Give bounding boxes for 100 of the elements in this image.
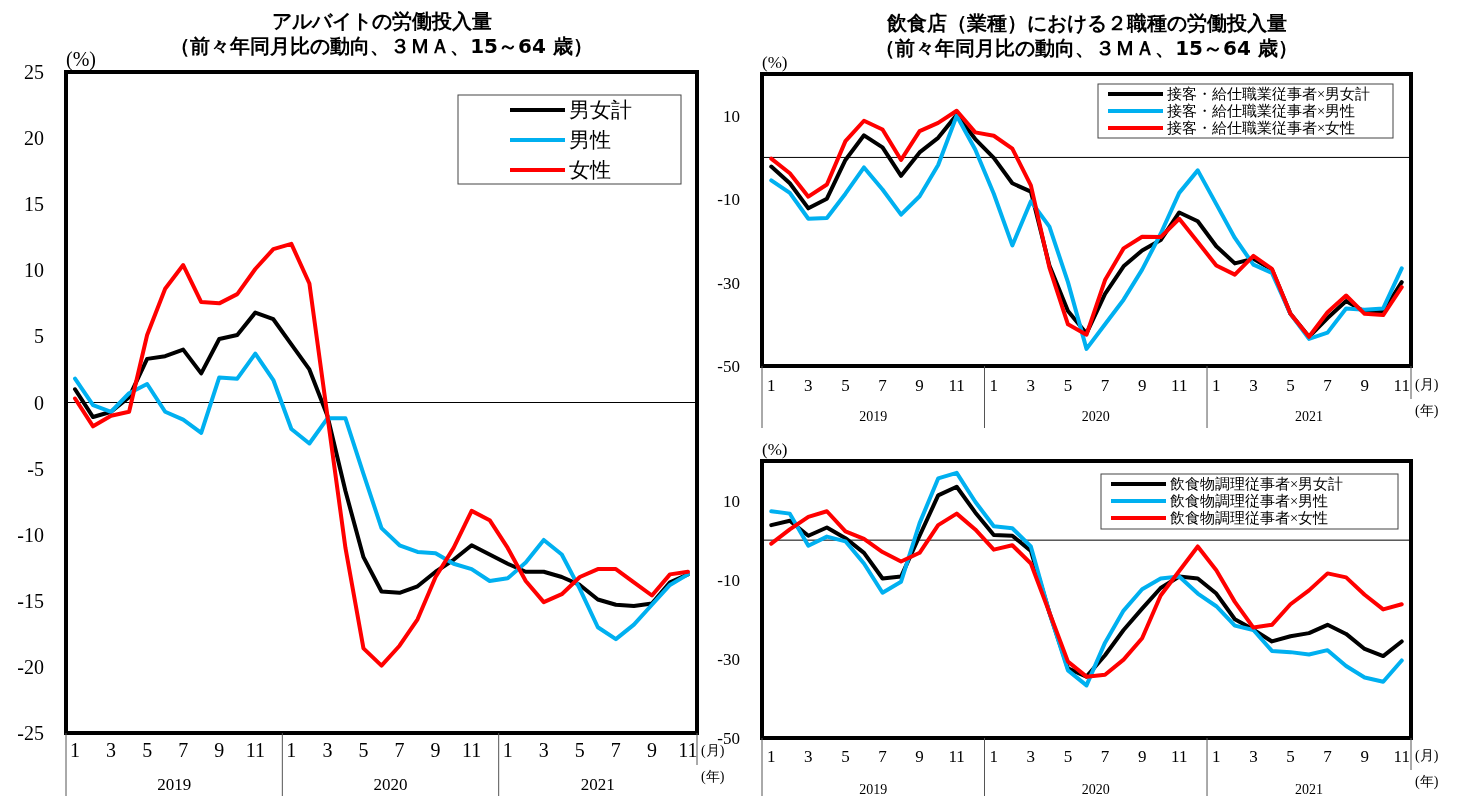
text: 2019 xyxy=(157,775,192,794)
text: 2021 xyxy=(1295,782,1324,796)
x-tick-label: 1 xyxy=(989,747,999,766)
x-tick-label: 5 xyxy=(1063,376,1073,395)
x-tick-label: 3 xyxy=(1249,376,1258,395)
text: 2021 xyxy=(1295,409,1324,424)
chart-title: アルバイトの労働投入量 xyxy=(271,9,492,33)
y-tick-label: 10 xyxy=(723,106,740,126)
x-tick-label: 3 xyxy=(538,739,549,761)
y-tick-label: -50 xyxy=(717,356,740,376)
y-tick-label: 10 xyxy=(24,259,44,282)
y-tick-label: 20 xyxy=(24,127,44,150)
x-tick-label: 1 xyxy=(767,747,776,766)
y-tick-label: -30 xyxy=(717,273,740,293)
y-tick-label: -10 xyxy=(17,523,44,546)
x-tick-label: 9 xyxy=(1137,376,1147,395)
y-axis-title: (%) xyxy=(66,48,96,71)
y-tick-label: 15 xyxy=(24,193,44,216)
x-tick-label: 9 xyxy=(214,739,225,761)
legend-label: 接客・給仕職業従事者×男女計 xyxy=(1167,86,1371,103)
x-tick-label: 1 xyxy=(70,739,81,761)
y-tick-label: -20 xyxy=(17,655,44,678)
x-tick-label: 3 xyxy=(322,739,333,761)
x-tick-label: 3 xyxy=(804,376,813,395)
legend-label: 飲食物調理従事者×男女計 xyxy=(1170,476,1344,493)
y-tick-label: 25 xyxy=(24,61,44,83)
line-series xyxy=(73,351,690,642)
x-tick-label: 3 xyxy=(106,739,117,761)
x-tick-label: 5 xyxy=(358,739,369,761)
text: 2019 xyxy=(859,409,888,424)
text: (月) xyxy=(701,743,725,759)
y-tick-label: 10 xyxy=(723,491,740,511)
x-tick-label: 3 xyxy=(804,747,813,766)
legend-label: 飲食物調理従事者×男性 xyxy=(1170,493,1329,510)
text: (年) xyxy=(701,769,725,785)
legend-label: 男性 xyxy=(569,128,611,153)
text: (月) xyxy=(1415,748,1439,764)
x-tick-label: 9 xyxy=(1360,747,1369,766)
x-tick-label: 5 xyxy=(1063,747,1073,766)
y-axis-title: (%) xyxy=(762,53,788,72)
chart-subtitle: （前々年同月比の動向、３ＭＡ、15～64 歳） xyxy=(875,36,1298,60)
x-tick-label: 9 xyxy=(915,747,924,766)
x-tick-label: 7 xyxy=(878,376,888,395)
x-tick-label: 7 xyxy=(178,739,189,761)
legend-label: 女性 xyxy=(569,158,611,183)
x-tick-label: 3 xyxy=(1026,376,1036,395)
y-tick-label: -15 xyxy=(17,589,44,612)
text: 2021 xyxy=(580,775,615,794)
x-tick-label: 5 xyxy=(142,739,153,761)
y-tick-label: -10 xyxy=(717,570,740,590)
text: 2019 xyxy=(859,782,888,796)
line-series xyxy=(73,241,690,668)
x-tick-label: 11 xyxy=(462,739,482,761)
x-tick-label: 11 xyxy=(1393,376,1410,395)
text: 2020 xyxy=(373,775,408,794)
x-tick-label: 9 xyxy=(430,739,441,761)
y-axis-title: (%) xyxy=(762,440,788,459)
x-tick-label: 5 xyxy=(1286,376,1295,395)
x-tick-label: 9 xyxy=(1360,376,1369,395)
x-tick-label: 11 xyxy=(948,376,965,395)
x-tick-label: 7 xyxy=(1323,376,1333,395)
y-tick-label: -25 xyxy=(17,722,44,744)
x-tick-label: 11 xyxy=(245,739,265,761)
x-tick-label: 7 xyxy=(878,747,888,766)
x-tick-label: 5 xyxy=(841,376,850,395)
x-tick-label: 11 xyxy=(678,739,698,761)
y-tick-label: -10 xyxy=(717,190,740,210)
x-tick-label: 9 xyxy=(915,376,924,395)
text: (年) xyxy=(1415,774,1439,790)
x-tick-label: 7 xyxy=(1323,747,1333,766)
x-tick-label: 7 xyxy=(1100,747,1110,766)
x-tick-label: 7 xyxy=(1100,376,1110,395)
x-tick-label: 3 xyxy=(1249,747,1258,766)
y-tick-label: -5 xyxy=(27,457,44,480)
legend-label: 接客・給仕職業従事者×男性 xyxy=(1167,103,1356,120)
x-tick-label: 9 xyxy=(646,739,657,761)
x-tick-label: 11 xyxy=(948,747,965,766)
chart-subtitle: （前々年同月比の動向、３ＭＡ、15～64 歳） xyxy=(170,34,593,58)
x-tick-label: 11 xyxy=(1393,747,1410,766)
x-tick-label: 1 xyxy=(1212,747,1221,766)
text: 2020 xyxy=(1081,782,1110,796)
x-tick-label: 1 xyxy=(989,376,999,395)
legend-label: 飲食物調理従事者×女性 xyxy=(1170,510,1329,527)
x-tick-label: 7 xyxy=(610,739,621,761)
x-tick-label: 5 xyxy=(841,747,850,766)
x-tick-label: 9 xyxy=(1137,747,1147,766)
x-tick-label: 1 xyxy=(286,739,297,761)
x-tick-label: 3 xyxy=(1026,747,1036,766)
text: (月) xyxy=(1415,377,1439,393)
x-tick-label: 11 xyxy=(1171,747,1188,766)
text: 2020 xyxy=(1081,409,1110,424)
y-tick-label: 5 xyxy=(34,325,44,348)
x-tick-label: 1 xyxy=(767,376,776,395)
x-tick-label: 1 xyxy=(502,739,513,761)
x-tick-label: 5 xyxy=(574,739,585,761)
x-tick-label: 11 xyxy=(1171,376,1188,395)
x-tick-label: 1 xyxy=(1212,376,1221,395)
legend-label: 接客・給仕職業従事者×女性 xyxy=(1167,120,1356,137)
y-tick-label: 0 xyxy=(34,391,44,414)
chart-title: 飲食店（業種）における２職種の労働投入量 xyxy=(885,11,1287,35)
